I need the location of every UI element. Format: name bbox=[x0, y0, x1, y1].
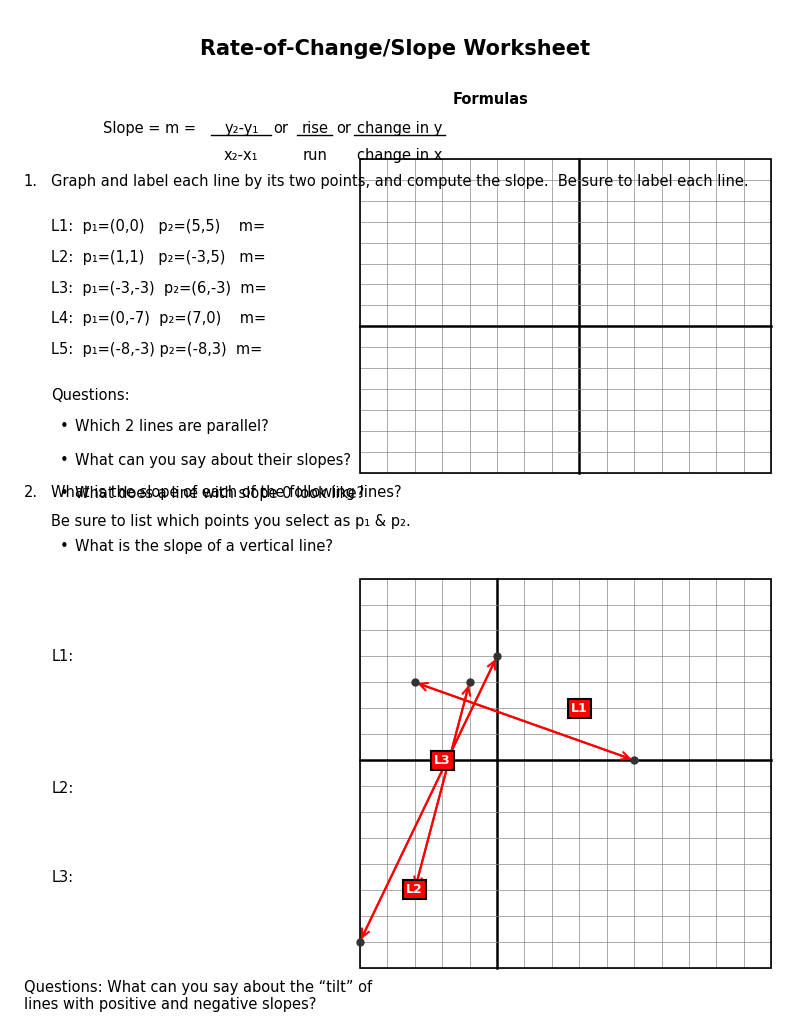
Text: Graph and label each line by its two points, and compute the slope.  Be sure to : Graph and label each line by its two poi… bbox=[51, 174, 749, 189]
Text: L3:: L3: bbox=[51, 870, 74, 886]
Text: Be sure to list which points you select as p₁ & p₂.: Be sure to list which points you select … bbox=[51, 514, 411, 529]
Text: L4:  p₁=(0,-7)  p₂=(7,0)    m=: L4: p₁=(0,-7) p₂=(7,0) m= bbox=[51, 311, 267, 327]
Text: •: • bbox=[59, 539, 68, 554]
Text: •: • bbox=[59, 419, 68, 434]
Text: What is the slope of a vertical line?: What is the slope of a vertical line? bbox=[75, 539, 333, 554]
Text: L1:  p₁=(0,0)   p₂=(5,5)    m=: L1: p₁=(0,0) p₂=(5,5) m= bbox=[51, 219, 266, 234]
Text: or: or bbox=[274, 121, 288, 136]
Text: L2: L2 bbox=[407, 884, 423, 896]
Text: •: • bbox=[59, 453, 68, 468]
Text: rise: rise bbox=[301, 121, 328, 136]
Text: L3: L3 bbox=[433, 754, 451, 767]
Text: L1:: L1: bbox=[51, 648, 74, 664]
Text: L5:  p₁=(-8,-3) p₂=(-8,3)  m=: L5: p₁=(-8,-3) p₂=(-8,3) m= bbox=[51, 342, 263, 357]
Bar bbox=[360, 159, 771, 473]
Text: Rate-of-Change/Slope Worksheet: Rate-of-Change/Slope Worksheet bbox=[200, 39, 591, 59]
Text: Questions: What can you say about the “tilt” of
lines with positive and negative: Questions: What can you say about the “t… bbox=[24, 980, 372, 1013]
Text: Which 2 lines are parallel?: Which 2 lines are parallel? bbox=[75, 419, 269, 434]
Text: What does a line with slope 0 look like?: What does a line with slope 0 look like? bbox=[75, 486, 365, 502]
Text: Questions:: Questions: bbox=[51, 388, 130, 403]
Bar bbox=[360, 579, 771, 968]
Text: Formulas: Formulas bbox=[452, 92, 528, 108]
Text: L2:: L2: bbox=[51, 781, 74, 796]
Text: y₂-y₁: y₂-y₁ bbox=[224, 121, 259, 136]
Text: run: run bbox=[302, 148, 327, 164]
Text: L3:  p₁=(-3,-3)  p₂=(6,-3)  m=: L3: p₁=(-3,-3) p₂=(6,-3) m= bbox=[51, 281, 267, 296]
Text: What can you say about their slopes?: What can you say about their slopes? bbox=[75, 453, 351, 468]
Text: What is the slope of each of the following lines?: What is the slope of each of the followi… bbox=[51, 485, 402, 501]
Text: •: • bbox=[59, 486, 68, 502]
Text: L1: L1 bbox=[571, 701, 588, 715]
Text: 1.: 1. bbox=[24, 174, 38, 189]
Text: change in y: change in y bbox=[357, 121, 442, 136]
Text: x₂-x₁: x₂-x₁ bbox=[224, 148, 259, 164]
Text: 2.: 2. bbox=[24, 485, 38, 501]
Text: L2:  p₁=(1,1)   p₂=(-3,5)   m=: L2: p₁=(1,1) p₂=(-3,5) m= bbox=[51, 250, 266, 265]
Text: or: or bbox=[337, 121, 351, 136]
Text: change in x: change in x bbox=[357, 148, 442, 164]
Text: Slope = m =: Slope = m = bbox=[103, 121, 196, 136]
